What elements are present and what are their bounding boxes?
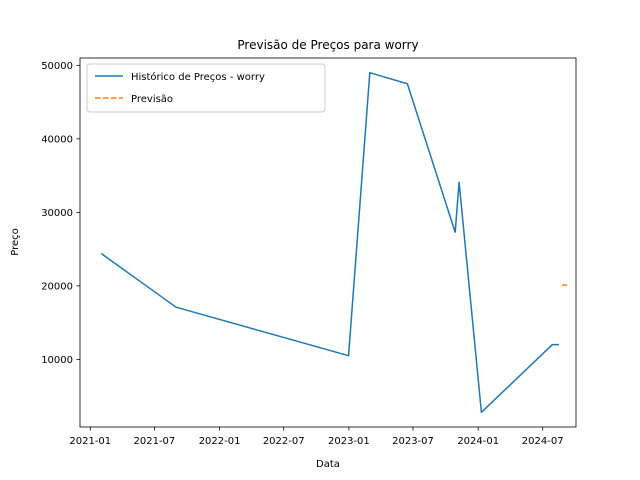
- y-axis: 10000 20000 30000 40000 50000: [41, 61, 80, 366]
- plot-frame: [79, 57, 577, 428]
- y-tick-label: 20000: [41, 281, 73, 292]
- y-axis-title: Preço: [10, 228, 21, 256]
- x-tick-label: 2022-07: [263, 436, 305, 447]
- legend-label-historico: Histórico de Preços - worry: [131, 71, 265, 83]
- x-tick-label: 2023-01: [328, 436, 370, 447]
- x-tick-label: 2024-07: [522, 436, 564, 447]
- chart-title: Previsão de Preços para worry: [237, 38, 418, 52]
- x-axis-title: Data: [316, 459, 340, 470]
- x-axis: 2021-01 2021-07 2022-01 2022-07 2023-01 2023-…: [69, 427, 564, 447]
- legend-label-previsao: Previsão: [131, 94, 173, 105]
- x-tick-label: 2021-07: [134, 436, 176, 447]
- x-tick-label: 2021-01: [69, 436, 111, 447]
- x-tick-label: 2024-01: [457, 436, 499, 447]
- y-tick-label: 40000: [41, 134, 73, 145]
- series-line-0: [100, 71, 559, 414]
- x-tick-label: 2022-01: [199, 436, 241, 447]
- plot-area: [100, 71, 568, 414]
- y-tick-label: 10000: [41, 355, 73, 366]
- y-tick-label: 50000: [41, 61, 73, 72]
- x-tick-label: 2023-07: [392, 436, 434, 447]
- legend: Histórico de Preços - worry Previsão: [86, 63, 326, 113]
- y-tick-label: 30000: [41, 208, 73, 219]
- legend-box: [86, 63, 326, 113]
